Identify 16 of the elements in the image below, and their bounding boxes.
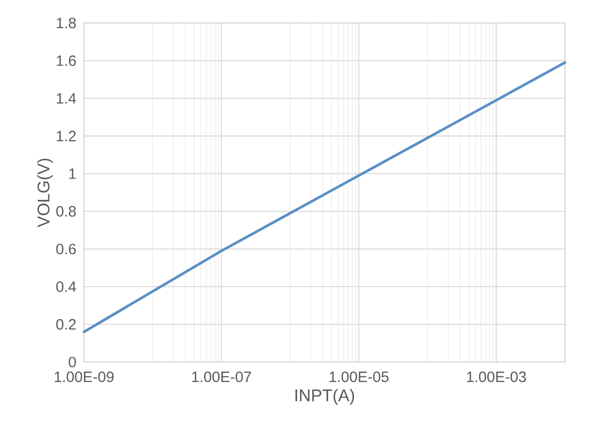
x-axis-title: INPT(A) <box>295 388 354 405</box>
y-tick-label: 1 <box>69 168 76 179</box>
x-tick-label: 1.00E-05 <box>330 372 389 382</box>
y-axis-title: VOLG(V) <box>37 158 53 228</box>
x-tick-label: 1.00E-07 <box>192 372 251 382</box>
y-tick-label: 1.8 <box>56 18 76 28</box>
y-tick-label: 0 <box>68 356 76 368</box>
y-tick-label: 0.6 <box>56 244 76 254</box>
y-tick-label: 1.2 <box>56 130 76 142</box>
y-tick-label: 1.6 <box>56 55 76 66</box>
y-tick-label: 0.2 <box>56 319 76 330</box>
x-tick-label: 1.00E-03 <box>467 372 526 382</box>
x-tick-label: 1.00E-09 <box>54 372 114 382</box>
y-tick-label: 0.8 <box>56 206 76 217</box>
y-tick-label: 1.4 <box>56 93 76 104</box>
y-tick-label: 0.4 <box>56 281 76 292</box>
